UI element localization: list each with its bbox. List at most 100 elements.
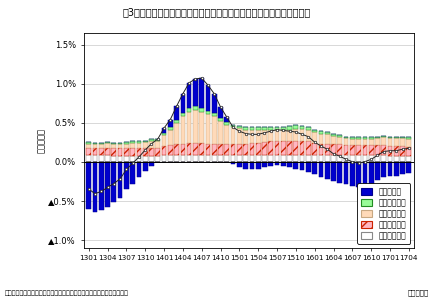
Bar: [149, 141, 154, 148]
Bar: [174, 155, 179, 162]
Bar: [262, 127, 267, 130]
Bar: [86, 142, 91, 144]
Bar: [111, 148, 116, 156]
Bar: [388, 137, 392, 138]
Bar: [344, 137, 349, 138]
Bar: [199, 143, 204, 155]
Bar: [362, 155, 367, 162]
Bar: [174, 120, 179, 123]
Bar: [275, 127, 279, 130]
Bar: [350, 138, 355, 139]
Bar: [168, 145, 173, 155]
Bar: [136, 156, 141, 162]
Bar: [124, 144, 129, 148]
Bar: [394, 156, 399, 162]
Bar: [294, 155, 298, 162]
Bar: [362, 162, 367, 186]
Bar: [256, 155, 261, 162]
Bar: [162, 155, 166, 162]
Bar: [281, 127, 286, 130]
Bar: [168, 127, 173, 130]
Bar: [325, 144, 330, 155]
Bar: [99, 144, 103, 148]
Bar: [407, 147, 411, 156]
Bar: [350, 145, 355, 155]
Bar: [256, 162, 261, 169]
Bar: [268, 141, 273, 155]
Bar: [381, 162, 386, 177]
Bar: [400, 138, 405, 146]
Bar: [249, 143, 254, 155]
Bar: [136, 162, 141, 177]
Bar: [237, 155, 242, 162]
Bar: [375, 138, 380, 145]
Bar: [243, 155, 248, 162]
Bar: [256, 143, 261, 155]
Bar: [319, 131, 323, 134]
Bar: [118, 143, 123, 144]
Bar: [344, 145, 349, 155]
Bar: [224, 122, 229, 125]
Bar: [93, 148, 97, 155]
Bar: [407, 138, 411, 139]
Bar: [287, 130, 292, 141]
Bar: [181, 144, 185, 155]
Bar: [375, 145, 380, 155]
Bar: [218, 155, 223, 162]
Bar: [294, 162, 298, 169]
Bar: [231, 127, 236, 145]
Bar: [268, 130, 273, 141]
Bar: [143, 156, 148, 162]
Bar: [400, 146, 405, 156]
Bar: [325, 162, 330, 179]
Bar: [193, 143, 198, 155]
Bar: [337, 137, 342, 145]
Bar: [249, 155, 254, 162]
Bar: [99, 155, 103, 162]
Bar: [281, 141, 286, 155]
Bar: [212, 116, 216, 144]
Bar: [130, 143, 135, 148]
Bar: [319, 162, 323, 176]
Text: （資料）総務省統計局「消費者物価指数」　（注）消費税の影響を除く: （資料）総務省統計局「消費者物価指数」 （注）消費税の影響を除く: [4, 290, 128, 296]
Bar: [111, 144, 116, 148]
Bar: [243, 144, 248, 155]
Bar: [199, 108, 204, 112]
Bar: [136, 141, 141, 143]
Bar: [350, 155, 355, 162]
Bar: [356, 139, 361, 145]
Bar: [331, 136, 336, 145]
Bar: [136, 143, 141, 148]
Bar: [218, 107, 223, 118]
Bar: [193, 155, 198, 162]
Bar: [111, 156, 116, 162]
Bar: [224, 117, 229, 122]
Bar: [149, 162, 154, 166]
Bar: [350, 139, 355, 145]
Bar: [344, 155, 349, 162]
Bar: [118, 148, 123, 156]
Bar: [369, 139, 374, 145]
Bar: [143, 140, 148, 142]
Bar: [181, 116, 185, 144]
Bar: [181, 94, 185, 113]
Bar: [344, 138, 349, 145]
Bar: [231, 162, 236, 164]
Bar: [312, 162, 317, 174]
Bar: [275, 155, 279, 162]
Bar: [199, 112, 204, 143]
Bar: [187, 112, 191, 143]
Bar: [281, 130, 286, 141]
Bar: [149, 139, 154, 141]
Bar: [381, 136, 386, 138]
Bar: [130, 141, 135, 143]
Bar: [356, 162, 361, 187]
Bar: [224, 155, 229, 162]
Bar: [162, 135, 166, 146]
Bar: [174, 106, 179, 120]
Bar: [86, 148, 91, 155]
Bar: [187, 143, 191, 155]
Bar: [99, 143, 103, 144]
Bar: [130, 148, 135, 156]
Bar: [369, 162, 374, 184]
